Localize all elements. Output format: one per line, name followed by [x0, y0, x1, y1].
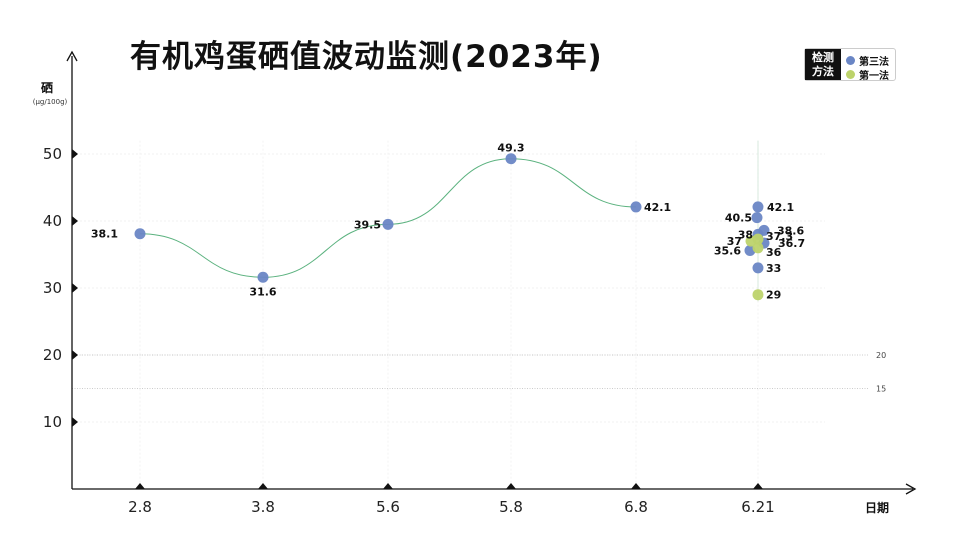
data-point	[134, 228, 146, 240]
data-point	[257, 271, 269, 283]
legend-label-series-a: 第三法	[859, 57, 889, 68]
data-label: 33	[766, 262, 781, 275]
data-point	[752, 289, 764, 301]
legend-dot-series-a	[846, 56, 855, 65]
data-points	[134, 153, 770, 301]
data-point	[751, 212, 763, 224]
chart-title: 有机鸡蛋硒值波动监测(2023年)	[130, 39, 603, 75]
ticks: 10 20 30 40 50 2.8 3.8 5.6 5.8 6.8 6.21	[43, 145, 775, 516]
x-tick-label: 3.8	[251, 498, 275, 516]
data-point	[752, 201, 764, 213]
data-label: 37	[727, 235, 742, 248]
legend-dot-series-b	[846, 70, 855, 79]
reference-line-label: 20	[876, 351, 886, 360]
y-tick-label: 10	[43, 413, 62, 431]
y-axis-unit: (μg/100g)	[33, 98, 68, 106]
y-tick-mark	[72, 283, 78, 293]
data-label: 31.6	[249, 285, 276, 298]
data-point	[630, 201, 642, 213]
legend-item-series-a: 第三法	[846, 53, 889, 68]
x-tick-mark	[506, 483, 516, 489]
legend: 检测方法 第三法 第一法	[804, 48, 896, 82]
y-axis-arrow-icon	[66, 50, 78, 62]
data-point	[752, 242, 764, 254]
legend-item-series-b: 第一法	[846, 67, 889, 82]
data-label: 29	[766, 289, 781, 302]
data-label: 37.3	[766, 230, 793, 243]
x-axis-title: 日期	[865, 500, 889, 515]
x-axis-arrow-icon	[905, 483, 917, 495]
reference-line-label: 15	[876, 385, 886, 394]
data-label: 42.1	[644, 201, 671, 214]
y-tick-label: 40	[43, 212, 62, 230]
x-tick-mark	[135, 483, 145, 489]
data-point	[752, 262, 764, 274]
x-tick-label: 5.6	[376, 498, 400, 516]
data-label: 49.3	[497, 142, 524, 155]
data-point	[382, 218, 394, 230]
x-tick-mark	[258, 483, 268, 489]
y-tick-mark	[72, 350, 78, 360]
y-tick-label: 30	[43, 279, 62, 297]
x-tick-label: 5.8	[499, 498, 523, 516]
y-tick-mark	[72, 149, 78, 159]
data-point	[745, 235, 757, 247]
data-label: 40.5	[725, 212, 752, 225]
data-point	[505, 153, 517, 165]
data-label: 36.7	[778, 237, 805, 250]
y-tick-mark	[72, 417, 78, 427]
data-label: 38.6	[777, 224, 804, 237]
legend-title: 检测方法	[805, 49, 841, 80]
data-label: 38	[738, 228, 753, 241]
x-tick-mark	[753, 483, 763, 489]
y-tick-label: 50	[43, 145, 62, 163]
data-labels: 38.1 31.6 39.5 49.3 42.1 42.1 40.5 38.6 38 36.7 35…	[91, 142, 805, 302]
x-tick-mark	[383, 483, 393, 489]
x-tick-label: 6.21	[741, 498, 774, 516]
x-tick-mark	[631, 483, 641, 489]
data-label: 38.1	[91, 228, 118, 241]
data-label: 39.5	[354, 218, 381, 231]
x-tick-label: 2.8	[128, 498, 152, 516]
y-tick-mark	[72, 216, 78, 226]
data-label: 36	[766, 246, 782, 259]
legend-label-series-b: 第一法	[859, 71, 889, 82]
y-tick-label: 20	[43, 346, 62, 364]
x-tick-label: 6.8	[624, 498, 648, 516]
y-axis-title: 硒	[41, 81, 53, 95]
data-label: 35.6	[714, 244, 741, 257]
axes	[66, 50, 917, 495]
data-label: 42.1	[767, 201, 794, 214]
